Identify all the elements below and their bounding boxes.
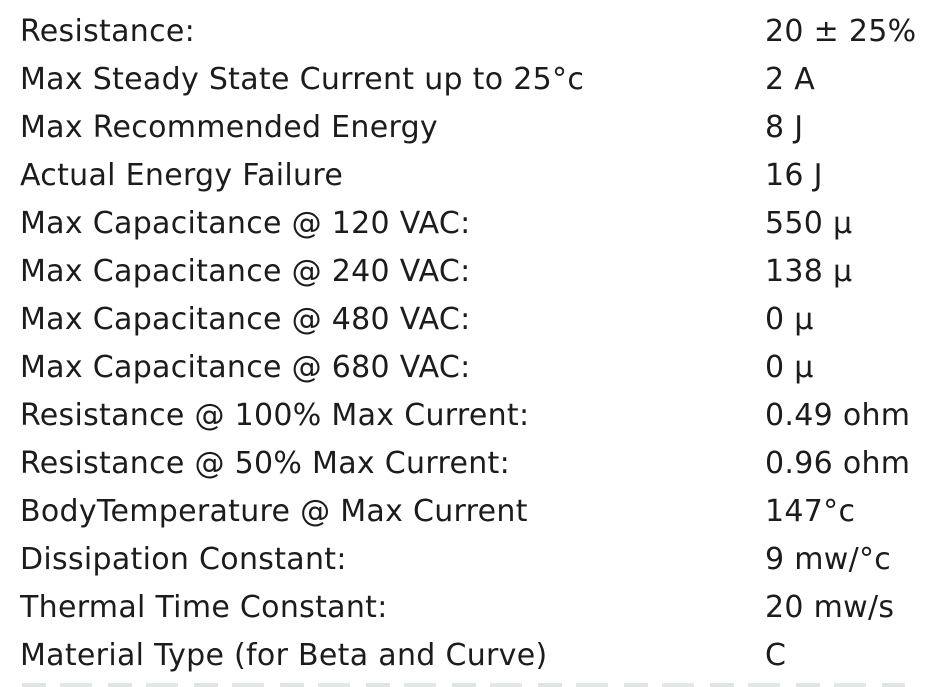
spec-label: Max Capacitance @ 680 VAC: [20,349,471,385]
spec-label: Max Capacitance @ 120 VAC: [20,205,471,241]
spec-value: 0.96 ohm [765,445,911,481]
table-row: Resistance: 20 ± 25% [0,7,950,55]
spec-label: Max Capacitance @ 480 VAC: [20,301,471,337]
spec-label: Max Capacitance @ 240 VAC: [20,253,471,289]
spec-value: C [765,637,787,673]
spec-value: 0.49 ohm [765,397,911,433]
table-row: Thermal Time Constant: 20 mw/s [0,583,950,631]
spec-value: 8 J [765,109,804,145]
spec-value: 20 ± 25% [765,13,917,49]
spec-label: Resistance @ 100% Max Current: [20,397,530,433]
spec-value: 9 mw/°c [765,541,892,577]
spec-label: Actual Energy Failure [20,157,344,193]
spec-value: 138 µ [765,253,853,289]
table-row: Max Capacitance @ 680 VAC: 0 µ [0,343,950,391]
spec-value: 16 J [765,157,823,193]
table-row: Max Recommended Energy 8 J [0,103,950,151]
table-row: Max Capacitance @ 120 VAC: 550 µ [0,199,950,247]
spec-value: 20 mw/s [765,589,895,625]
cut-off-next-row [22,683,905,687]
spec-label: Resistance: [20,13,196,49]
spec-label: Material Type (for Beta and Curve) [20,637,548,673]
table-row: Resistance @ 100% Max Current: 0.49 ohm [0,391,950,439]
spec-label: Thermal Time Constant: [20,589,388,625]
spec-label: Dissipation Constant: [20,541,347,577]
spec-value: 0 µ [765,349,814,385]
spec-label: Max Recommended Energy [20,109,438,145]
table-row: Actual Energy Failure 16 J [0,151,950,199]
spec-value: 2 A [765,61,816,97]
table-row: Resistance @ 50% Max Current: 0.96 ohm [0,439,950,487]
table-row: Max Capacitance @ 480 VAC: 0 µ [0,295,950,343]
table-row: Max Steady State Current up to 25°c 2 A [0,55,950,103]
table-row: BodyTemperature @ Max Current 147°c [0,487,950,535]
spec-label: BodyTemperature @ Max Current [20,493,528,529]
spec-label: Max Steady State Current up to 25°c [20,61,585,97]
spec-value: 550 µ [765,205,853,241]
spec-value: 0 µ [765,301,814,337]
table-row: Material Type (for Beta and Curve) C [0,631,950,679]
table-row: Max Capacitance @ 240 VAC: 138 µ [0,247,950,295]
spec-label: Resistance @ 50% Max Current: [20,445,510,481]
table-row: Dissipation Constant: 9 mw/°c [0,535,950,583]
spec-value: 147°c [765,493,856,529]
